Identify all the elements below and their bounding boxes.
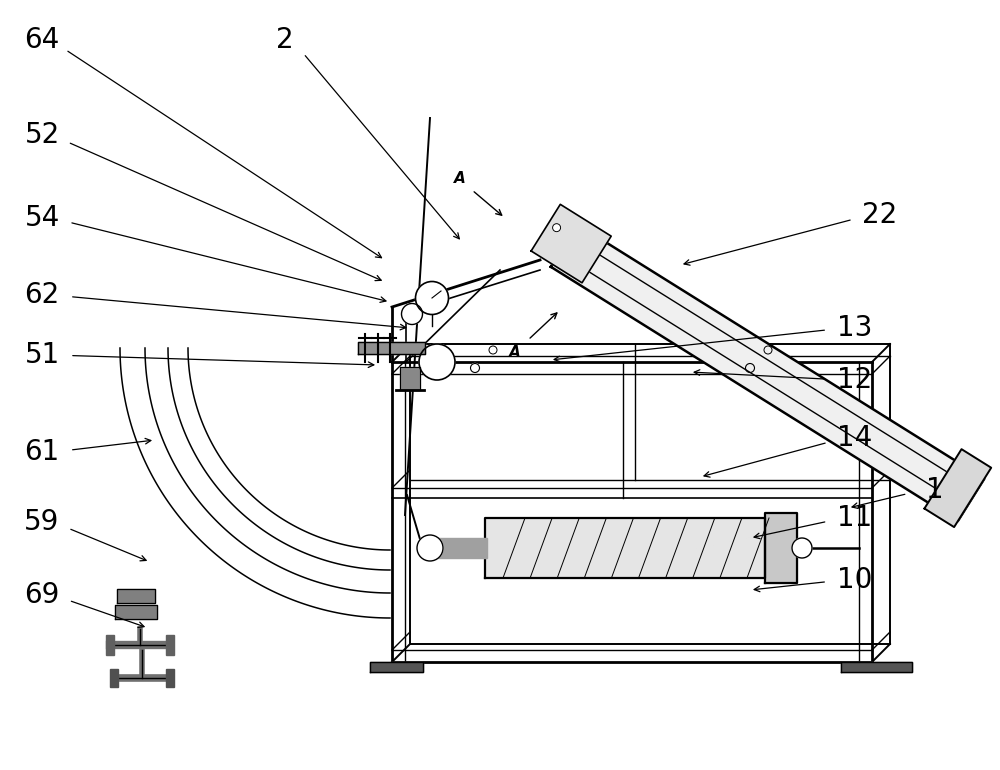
Circle shape [553,223,561,232]
Polygon shape [370,662,423,672]
Polygon shape [115,605,157,619]
Polygon shape [436,538,487,558]
Polygon shape [765,513,797,583]
Text: 64: 64 [24,26,60,54]
Text: 13: 13 [837,314,873,342]
Text: 69: 69 [24,581,60,609]
Polygon shape [485,518,765,578]
Text: 10: 10 [837,566,873,594]
Text: 61: 61 [24,438,60,466]
Polygon shape [106,635,114,655]
Polygon shape [400,367,420,390]
Polygon shape [166,635,174,655]
Text: 1: 1 [926,476,944,504]
Circle shape [489,346,497,354]
Text: A: A [454,170,466,186]
Text: 14: 14 [837,424,873,452]
Text: 51: 51 [24,341,60,369]
Polygon shape [110,669,118,687]
Text: 62: 62 [24,281,60,309]
Text: 54: 54 [24,204,60,232]
Text: 11: 11 [837,504,873,532]
Circle shape [417,535,443,561]
Text: 52: 52 [24,121,60,149]
Circle shape [792,538,812,558]
Polygon shape [551,224,984,521]
Circle shape [416,282,449,314]
Polygon shape [531,204,611,283]
Polygon shape [924,449,991,527]
Polygon shape [358,342,425,354]
Text: 12: 12 [837,366,873,394]
Text: A: A [509,344,521,360]
Polygon shape [841,662,912,672]
Circle shape [419,344,455,380]
Circle shape [402,303,423,324]
Polygon shape [166,669,174,687]
Circle shape [471,363,480,373]
Text: 2: 2 [276,26,294,54]
Circle shape [764,346,772,354]
Polygon shape [117,589,155,603]
Text: 22: 22 [862,201,898,229]
Circle shape [745,363,754,373]
Text: 59: 59 [24,508,60,536]
